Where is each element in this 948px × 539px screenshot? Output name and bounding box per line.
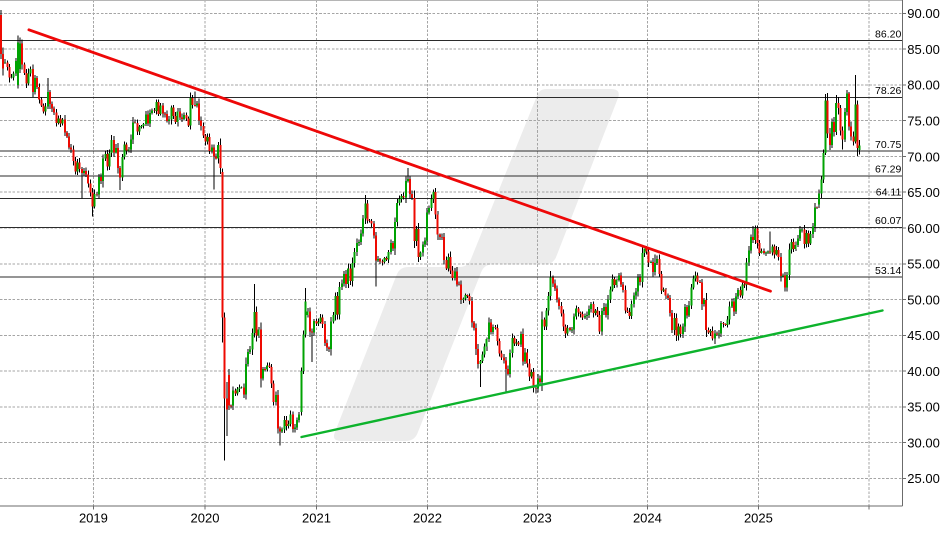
svg-text:40.00: 40.00 [907,364,940,379]
svg-text:30.00: 30.00 [907,435,940,450]
svg-text:67.29: 67.29 [875,164,901,176]
svg-text:45.00: 45.00 [907,328,940,343]
svg-text:78.26: 78.26 [875,85,901,97]
svg-text:2025: 2025 [744,511,773,526]
svg-text:60.07: 60.07 [875,215,901,227]
svg-text:55.00: 55.00 [907,257,940,272]
svg-text:53.14: 53.14 [875,265,901,277]
svg-text:70.00: 70.00 [907,149,940,164]
svg-text:25.00: 25.00 [907,471,940,486]
svg-text:60.00: 60.00 [907,221,940,236]
svg-text:2021: 2021 [302,511,331,526]
svg-text:35.00: 35.00 [907,400,940,415]
svg-text:2020: 2020 [191,511,220,526]
svg-text:85.00: 85.00 [907,42,940,57]
svg-text:80.00: 80.00 [907,78,940,93]
svg-text:90.00: 90.00 [907,6,940,21]
svg-text:2019: 2019 [79,511,108,526]
svg-text:2022: 2022 [413,511,442,526]
svg-text:2023: 2023 [523,511,552,526]
svg-text:64.11: 64.11 [876,186,902,198]
svg-text:50.00: 50.00 [907,292,940,307]
svg-text:70.75: 70.75 [875,139,901,151]
svg-text:65.00: 65.00 [907,185,940,200]
svg-text:75.00: 75.00 [907,114,940,129]
svg-text:86.20: 86.20 [875,28,901,40]
svg-text:2024: 2024 [633,511,662,526]
